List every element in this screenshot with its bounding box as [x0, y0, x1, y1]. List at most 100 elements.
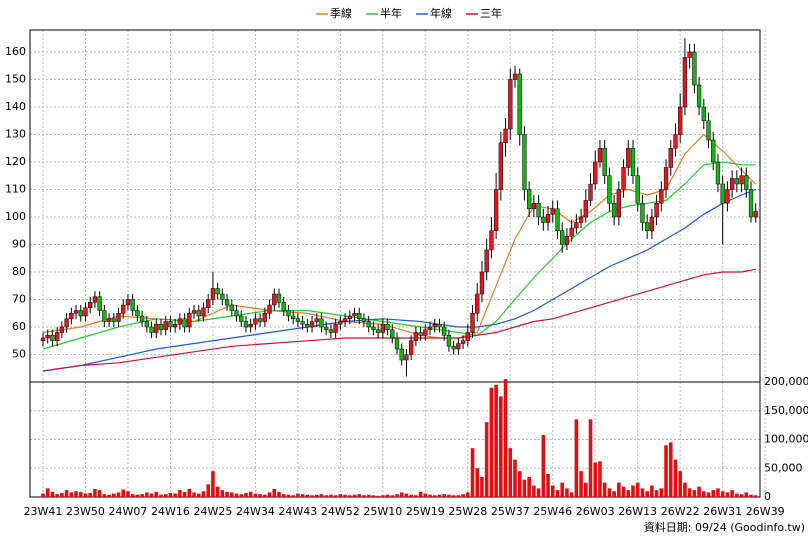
candle-body — [342, 318, 348, 322]
volume-bar — [88, 492, 92, 497]
legend-label: 半年 — [380, 6, 402, 20]
candle-body — [531, 203, 537, 209]
volume-bar — [673, 459, 678, 497]
y-tick-label: 140 — [5, 100, 26, 113]
volume-bar — [112, 493, 116, 497]
volume-bar — [654, 490, 659, 497]
candle-body — [555, 208, 560, 231]
volume-bar — [508, 448, 513, 497]
volume-bar — [305, 494, 310, 497]
volume-bar — [220, 490, 225, 497]
volume-bar — [130, 494, 135, 497]
candle-body — [64, 318, 69, 328]
x-tick-label: 25W19 — [406, 505, 445, 518]
candle-body — [725, 189, 730, 204]
candle-body — [527, 189, 532, 209]
volume-bar — [574, 419, 579, 497]
volume-bar — [588, 419, 593, 497]
volume-bar — [50, 491, 55, 497]
candle-body — [545, 214, 551, 223]
volume-bar — [376, 495, 380, 497]
candle-body — [460, 340, 466, 344]
candle-body — [366, 321, 371, 328]
volume-bar — [659, 488, 664, 497]
candle-body — [536, 203, 541, 218]
volume-bar — [239, 494, 244, 497]
candle-body — [149, 326, 154, 333]
candle-body — [97, 296, 102, 311]
volume-frame — [29, 381, 761, 498]
legend-label: 年線 — [430, 6, 452, 20]
candle-body — [196, 310, 201, 317]
volume-bar — [466, 492, 470, 497]
volume-bar — [470, 448, 475, 497]
candle-body — [88, 302, 93, 308]
candle-body — [748, 189, 754, 218]
candle-body — [73, 310, 79, 314]
y-tick-label: 120 — [5, 155, 26, 168]
candle-body — [437, 324, 442, 328]
volume-bar — [480, 476, 484, 497]
volume-bar — [286, 494, 291, 497]
candle-body — [253, 318, 258, 325]
x-tick-label: 24W52 — [321, 505, 360, 518]
candle-body — [588, 183, 593, 201]
candle-body — [163, 321, 168, 330]
volume-bar — [371, 495, 376, 497]
volume-bar — [187, 488, 192, 497]
volume-bar — [93, 488, 97, 497]
volume-bar — [735, 493, 739, 497]
volume-bar — [536, 488, 541, 497]
x-tick-label: 24W07 — [109, 505, 148, 518]
volume-bar — [390, 495, 395, 497]
candle-body — [154, 324, 159, 333]
candle-body — [498, 142, 503, 190]
y-tick-label: 130 — [5, 128, 26, 141]
volume-bar — [107, 494, 111, 497]
candle-body — [45, 335, 50, 339]
volume-bar — [418, 491, 423, 497]
candle-body — [375, 329, 381, 333]
candle-body — [286, 310, 291, 317]
volume-bar — [522, 479, 527, 497]
volume-bar — [225, 491, 229, 497]
volume-bar — [593, 462, 598, 497]
volume-bar — [78, 491, 83, 497]
candle-body — [168, 321, 173, 328]
candle-body — [257, 318, 263, 322]
candle-body — [413, 332, 419, 341]
candle-body — [295, 318, 301, 322]
volume-bar — [333, 495, 338, 497]
candle-body — [215, 288, 220, 295]
volume-bar — [126, 491, 130, 497]
candle-body — [409, 340, 414, 355]
y-tick-label: 60 — [12, 320, 26, 333]
volume-bar — [513, 459, 517, 497]
volume-bar — [428, 494, 432, 497]
volume-bar — [140, 494, 144, 497]
volume-bar — [178, 490, 182, 497]
candle-body — [701, 106, 706, 121]
legend-label: 季線 — [330, 6, 352, 20]
candle-body — [224, 299, 230, 306]
volume-bar — [683, 482, 687, 497]
x-tick-label: 24W43 — [278, 505, 317, 518]
candle-body — [616, 189, 621, 218]
volume-bar — [253, 493, 258, 497]
candle-body — [744, 175, 749, 190]
candle-body — [187, 313, 192, 328]
candle-body — [479, 271, 485, 295]
volume-bar — [447, 494, 451, 497]
candle-body — [635, 175, 640, 204]
moving-average-line — [42, 133, 757, 339]
candle-body — [668, 148, 673, 168]
candle-body — [640, 203, 645, 223]
volume-tick-label: 150,000 — [764, 404, 808, 417]
candle-body — [116, 313, 121, 322]
volume-tick-label: 100,000 — [764, 433, 808, 446]
candle-body — [357, 313, 362, 319]
volume-bar — [248, 491, 253, 497]
volume-bar — [602, 482, 607, 497]
volume-bar — [702, 491, 706, 497]
volume-bar — [565, 488, 569, 497]
